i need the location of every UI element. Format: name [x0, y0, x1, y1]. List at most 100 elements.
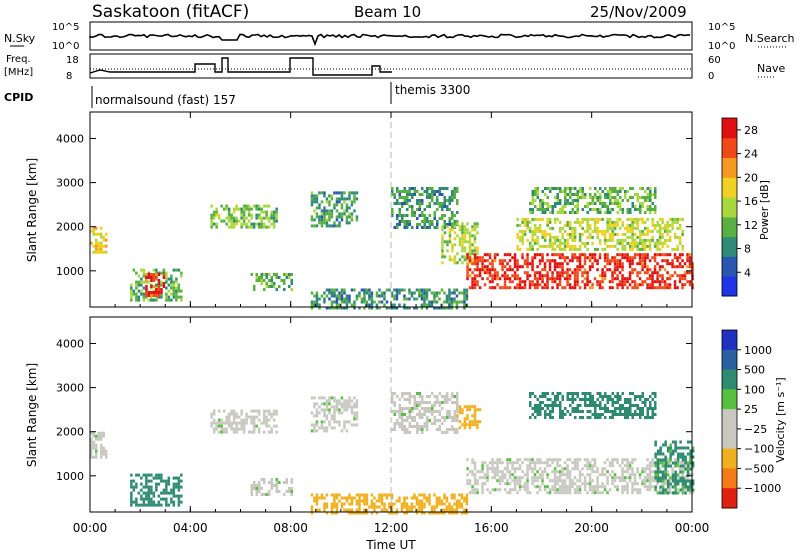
echo-cell — [546, 196, 549, 199]
echo-cell — [591, 398, 594, 401]
echo-cell — [403, 425, 406, 428]
echo-cell — [606, 238, 609, 242]
echo-cell — [345, 203, 349, 207]
echo-cell — [333, 426, 336, 430]
echo-cell — [263, 478, 266, 481]
echo-cell — [413, 193, 416, 196]
echo-cell — [473, 417, 477, 421]
echo-cell — [669, 464, 672, 468]
echo-cell — [250, 415, 253, 419]
echo-cell — [578, 247, 582, 251]
colorbar-tick-label: 12 — [744, 219, 758, 232]
echo-cell — [275, 412, 278, 416]
echo-cell — [363, 493, 366, 497]
echo-cell — [613, 271, 617, 275]
echo-cell — [518, 458, 522, 462]
echo-cell — [503, 274, 507, 278]
echo-cell — [569, 202, 572, 205]
colorbar-cell — [722, 216, 737, 238]
echo-cell — [601, 247, 604, 251]
echo-cell — [553, 482, 557, 486]
echo-cell — [323, 291, 326, 295]
echo-cell — [546, 280, 549, 284]
echo-cell — [566, 491, 569, 495]
echo-cell — [403, 220, 406, 223]
echo-cell — [691, 455, 695, 459]
echo-cell — [518, 229, 522, 233]
echo-cell — [393, 303, 396, 307]
echo-cell — [656, 271, 659, 275]
echo-cell — [691, 482, 695, 486]
echo-cell — [393, 202, 396, 205]
echo-cell — [353, 496, 356, 500]
echo-cell — [621, 244, 624, 248]
echo-cell — [566, 473, 569, 477]
echo-cell — [338, 215, 341, 219]
echo-cell — [435, 499, 439, 503]
echo-cell — [468, 420, 472, 424]
echo-cell — [313, 200, 316, 204]
echo-cell — [621, 458, 624, 462]
echo-cell — [425, 303, 429, 307]
echo-cell — [456, 261, 459, 265]
echo-cell — [576, 395, 579, 398]
echo-cell — [232, 225, 236, 229]
echo-cell — [631, 232, 634, 236]
echo-cell — [516, 259, 519, 263]
echo-cell — [653, 226, 657, 230]
echo-cell — [473, 491, 477, 495]
echo-cell — [571, 401, 574, 404]
echo-cell — [172, 503, 176, 507]
freq-trace — [89, 57, 392, 76]
echo-cell — [596, 491, 599, 495]
nsky-tick-low: 10^0 — [52, 41, 79, 52]
echo-cell — [674, 449, 677, 453]
echo-cell — [553, 277, 557, 281]
echo-cell — [441, 407, 444, 410]
echo-cell — [375, 306, 379, 310]
echo-cell — [691, 286, 694, 290]
echo-cell — [441, 422, 444, 425]
echo-cell — [493, 268, 497, 272]
echo-cell — [425, 306, 429, 310]
echo-cell — [170, 277, 173, 281]
echo-cell — [486, 476, 489, 480]
echo-cell — [403, 431, 406, 434]
echo-cell — [460, 502, 464, 506]
echo-cell — [533, 253, 537, 257]
echo-cell — [380, 291, 384, 295]
echo-cell — [383, 502, 386, 506]
echo-cell — [232, 421, 236, 425]
echo-cell — [267, 204, 271, 208]
echo-cell — [538, 485, 542, 489]
echo-cell — [150, 286, 153, 290]
echo-cell — [460, 300, 464, 304]
echo-cell — [252, 222, 256, 226]
echo-cell — [257, 225, 261, 229]
echo-cell — [345, 508, 349, 512]
echo-cell — [556, 491, 559, 495]
echo-cell — [405, 297, 409, 301]
echo-cell — [536, 404, 539, 407]
echo-cell — [217, 216, 221, 220]
echo-cell — [232, 222, 236, 226]
echo-cell — [581, 416, 584, 419]
echo-cell — [571, 211, 574, 214]
x-tick-label: 12:00 — [374, 521, 409, 535]
echo-cell — [566, 458, 569, 462]
echo-cell — [591, 217, 594, 221]
echo-cell — [633, 479, 637, 483]
echo-cell — [528, 241, 532, 245]
echo-cell — [345, 402, 349, 406]
echo-cell — [466, 231, 469, 235]
echo-cell — [150, 279, 153, 282]
echo-cell — [320, 218, 324, 222]
echo-cell — [608, 244, 612, 248]
echo-cell — [438, 428, 441, 431]
echo-cell — [523, 229, 527, 233]
echo-cell — [618, 253, 622, 257]
echo-cell — [526, 253, 529, 257]
echo-cell — [433, 416, 436, 419]
echo-cell — [456, 211, 459, 214]
echo-cell — [451, 416, 454, 419]
